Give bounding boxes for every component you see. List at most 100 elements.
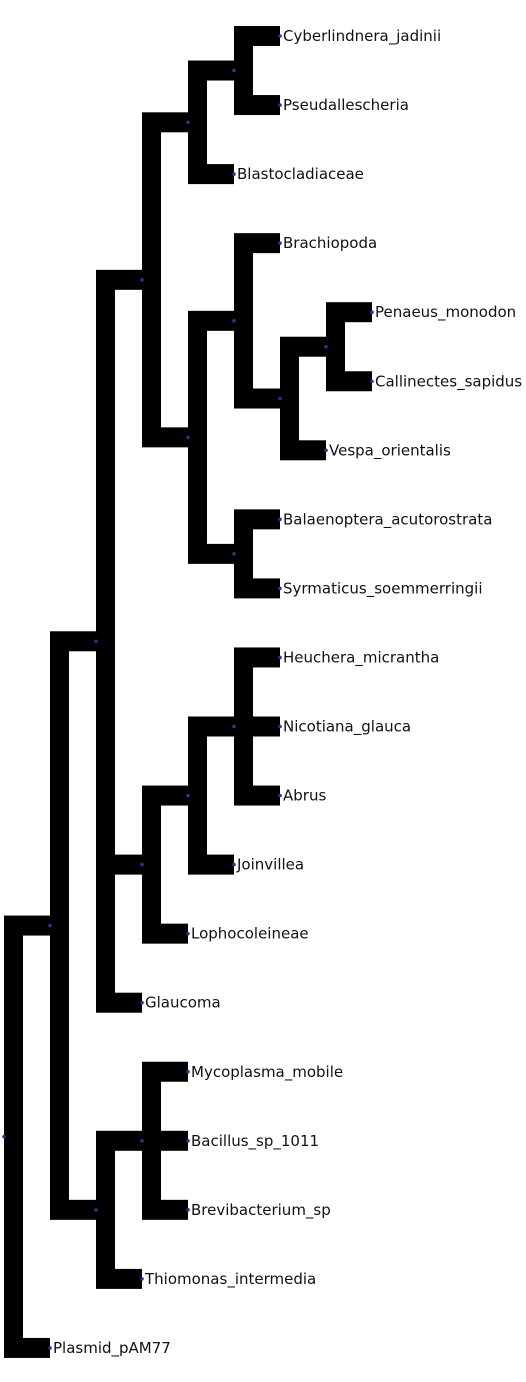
branch-connector (207, 310, 234, 331)
branch-connector (253, 578, 280, 599)
leaf-label: Syrmaticus_soemmerringii (283, 579, 483, 598)
leaf-node-dot (278, 793, 282, 798)
leaf-node-dot (278, 34, 282, 38)
internal-node-dot (186, 120, 190, 125)
internal-node-dot (186, 435, 190, 440)
branch-connector (161, 1199, 188, 1220)
branch-connector (253, 716, 280, 737)
leaf-label: Nicotiana_glauca (283, 718, 411, 737)
clade-bar (280, 336, 299, 461)
leaf-label: Abrus (283, 787, 326, 805)
internal-node-dot (232, 68, 236, 73)
clade-bar (188, 60, 207, 185)
clade-bar (234, 509, 253, 599)
clade-bar (96, 269, 115, 1013)
leaf-label: Brevibacterium_sp (191, 1201, 331, 1220)
internal-node-dot (232, 319, 236, 323)
branch-connector (161, 1061, 188, 1082)
leaf-label: Bacillus_sp_1011 (191, 1132, 319, 1151)
branch-connector (115, 269, 142, 290)
internal-node-dot (232, 724, 236, 729)
internal-node-dot (94, 639, 98, 644)
branch-connector (207, 854, 234, 875)
internal-node-dot (2, 1134, 6, 1139)
leaf-label: Glaucoma (145, 994, 221, 1012)
leaf-label: Callinectes_sapidus (375, 372, 522, 391)
clade-bar (234, 26, 253, 116)
branch-connector (161, 785, 188, 806)
leaf-node-dot (48, 1346, 52, 1350)
leaf-node-dot (140, 1277, 144, 1281)
branch-connector (207, 60, 234, 81)
leaf-label: Heuchera_micrantha (283, 648, 439, 667)
branch-connector (253, 647, 280, 668)
branch-connector (115, 854, 142, 875)
branch-connector (207, 543, 234, 564)
branch-connector (69, 631, 96, 652)
internal-node-dot (140, 278, 144, 282)
branch-connector (161, 923, 188, 944)
internal-node-dot (140, 1139, 144, 1143)
branch-connector (69, 1199, 96, 1220)
leaf-label: Cyberlindnera_jadinii (283, 27, 441, 46)
leaf-node-dot (278, 586, 282, 591)
clade-bar (142, 112, 161, 448)
clade-bar (234, 647, 253, 806)
leaf-label: Mycoplasma_mobile (191, 1063, 343, 1082)
branch-connector (161, 427, 188, 448)
leaf-node-dot (278, 655, 282, 660)
branch-connector (115, 992, 142, 1013)
clade-bar (326, 302, 345, 392)
leaf-node-dot (186, 1208, 190, 1212)
branch-connector (253, 26, 280, 46)
internal-node-dot (140, 862, 144, 867)
branch-connector (253, 95, 280, 116)
leaf-label: Balaenoptera_acutorostrata (283, 510, 492, 529)
branch-connector (115, 1130, 142, 1151)
clade-bar (142, 1061, 161, 1220)
branch-connector (253, 509, 280, 530)
branch-connector (253, 785, 280, 806)
leaf-label: Thiomonas_intermedia (144, 1270, 316, 1289)
leaf-label: Vespa_orientalis (329, 441, 451, 460)
clade-bar (188, 716, 207, 875)
leaf-label: Penaeus_monodon (375, 303, 516, 322)
leaf-node-dot (370, 310, 374, 315)
branch-connector (253, 388, 280, 409)
leaf-node-dot (278, 517, 282, 522)
branch-connector (345, 302, 372, 323)
leaf-label: Blastocladiaceae (237, 165, 364, 183)
clade-bar (50, 631, 69, 1220)
branch-connector (299, 440, 326, 461)
leaf-label: Brachiopoda (283, 234, 377, 252)
internal-node-dot (232, 552, 236, 556)
branch-connector (23, 915, 50, 936)
internal-node-dot (48, 923, 52, 928)
clade-bar (142, 785, 161, 944)
leaf-node-dot (370, 379, 374, 384)
leaf-node-dot (278, 103, 282, 107)
leaf-node-dot (186, 931, 190, 936)
leaf-node-dot (324, 448, 328, 453)
leaf-node-dot (232, 172, 236, 176)
clade-bar (188, 310, 207, 564)
clade-bar (234, 233, 253, 409)
leaf-label: Plasmid_pAM77 (53, 1339, 171, 1358)
branch-connector (161, 1130, 188, 1151)
leaf-node-dot (186, 1139, 190, 1143)
leaf-node-dot (232, 862, 236, 867)
internal-node-dot (94, 1208, 98, 1212)
leaf-label: Joinvillea (236, 856, 304, 874)
internal-node-dot (186, 793, 190, 798)
leaf-node-dot (186, 1069, 190, 1074)
leaf-node-dot (140, 1000, 144, 1005)
leaf-label: Lophocoleineae (191, 925, 309, 943)
branch-connector (345, 371, 372, 392)
leaf-node-dot (278, 241, 282, 245)
branch-connector (207, 716, 234, 737)
branch-connector (207, 164, 234, 185)
branch-connector (299, 336, 326, 357)
branch-connector (23, 1337, 50, 1358)
clade-bar (4, 915, 23, 1358)
